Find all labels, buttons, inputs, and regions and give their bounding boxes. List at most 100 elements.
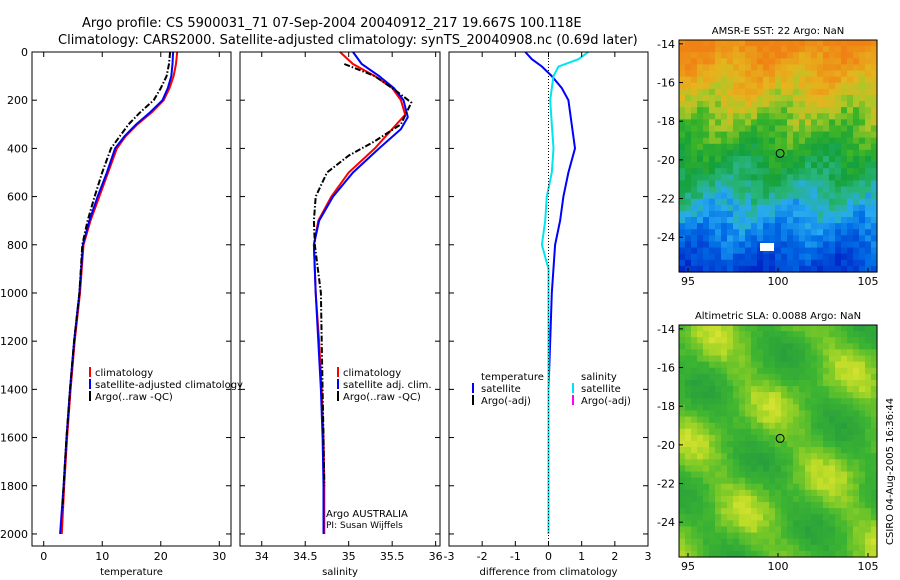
heatmap-cell: [751, 247, 758, 255]
heatmap-cell: [829, 58, 836, 66]
heatmap-cell: [781, 514, 788, 521]
heatmap-cell: [805, 416, 812, 424]
heatmap-cell: [823, 373, 830, 381]
heatmap-cell: [703, 453, 710, 460]
heatmap-cell: [685, 186, 692, 194]
heatmap-cell: [859, 113, 866, 120]
heatmap-cell: [799, 520, 806, 528]
heatmap-cell: [733, 119, 740, 127]
heatmap-cell: [829, 76, 836, 84]
heatmap-cell: [769, 235, 776, 243]
heatmap-cell: [829, 168, 836, 175]
heatmap-cell: [721, 241, 728, 249]
heatmap-cell: [691, 265, 698, 273]
heatmap-cell: [865, 253, 872, 261]
heatmap-cell: [691, 186, 698, 194]
heatmap-cell: [763, 107, 770, 114]
heatmap-cell: [859, 247, 866, 255]
heatmap-cell: [823, 502, 830, 509]
heatmap-cell: [703, 46, 710, 53]
heatmap-cell: [721, 76, 728, 84]
heatmap-cell: [811, 502, 818, 509]
heatmap-cell: [811, 538, 818, 546]
heatmap-cell: [829, 40, 836, 47]
heatmap-cell: [847, 88, 854, 96]
heatmap-cell: [811, 235, 818, 243]
heatmap-cell: [739, 434, 746, 442]
heatmap-cell: [769, 58, 776, 66]
heatmap-cell: [775, 459, 782, 467]
heatmap-cell: [691, 404, 698, 412]
heatmap-cell: [829, 453, 836, 460]
heatmap-cell: [787, 186, 794, 194]
heatmap-cell: [871, 235, 878, 243]
heatmap-cell: [685, 149, 692, 157]
heatmap-cell: [871, 453, 878, 460]
heatmap-cell: [859, 489, 866, 497]
heatmap-cell: [823, 386, 830, 393]
heatmap-cell: [703, 459, 710, 467]
heatmap-cell: [799, 265, 806, 273]
heatmap-cell: [685, 119, 692, 127]
heatmap-cell: [769, 229, 776, 236]
heatmap-cell: [781, 168, 788, 175]
heatmap-cell: [835, 180, 842, 188]
heatmap-cell: [781, 495, 788, 503]
heatmap-cell: [853, 343, 860, 351]
heatmap-cell: [829, 64, 836, 72]
heatmap-cell: [727, 186, 734, 194]
heatmap-cell: [793, 367, 800, 375]
heatmap-cell: [841, 416, 848, 424]
heatmap-cell: [781, 392, 788, 399]
heatmap-cell: [739, 58, 746, 66]
heatmap-cell: [721, 192, 728, 200]
heatmap-cell: [787, 235, 794, 243]
heatmap-cell: [739, 168, 746, 175]
heatmap-cell: [679, 343, 686, 351]
heatmap-cell: [763, 82, 770, 90]
heatmap-cell: [691, 58, 698, 66]
heatmap-cell: [871, 361, 878, 369]
heatmap-cell: [793, 149, 800, 157]
heatmap-cell: [781, 355, 788, 363]
heatmap-cell: [865, 471, 872, 479]
heatmap-cell: [781, 343, 788, 351]
heatmap-cell: [733, 367, 740, 375]
heatmap-cell: [691, 107, 698, 114]
heatmap-cell: [793, 198, 800, 206]
heatmap-cell: [793, 101, 800, 108]
heatmap-cell: [805, 404, 812, 412]
heatmap-cell: [745, 131, 752, 139]
heatmap-cell: [787, 392, 794, 399]
heatmap-cell: [793, 192, 800, 200]
heatmap-cell: [865, 125, 872, 133]
heatmap-cell: [817, 229, 824, 236]
heatmap-cell: [817, 477, 824, 485]
heatmap-cell: [871, 325, 878, 332]
heatmap-cell: [805, 210, 812, 218]
heatmap-cell: [775, 247, 782, 255]
heatmap-cell: [787, 259, 794, 267]
heatmap-cell: [691, 88, 698, 96]
heatmap-cell: [763, 349, 770, 357]
heatmap-cell: [709, 204, 716, 212]
heatmap-cell: [685, 361, 692, 369]
heatmap-cell: [691, 416, 698, 424]
heatmap-cell: [697, 58, 704, 66]
heatmap-cell: [799, 532, 806, 540]
heatmap-cell: [679, 113, 686, 120]
heatmap-cell: [865, 137, 872, 145]
heatmap-cell: [769, 447, 776, 454]
heatmap-cell: [757, 514, 764, 521]
heatmap-cell: [787, 253, 794, 261]
heatmap-cell: [835, 46, 842, 53]
heatmap-cell: [697, 52, 704, 59]
heatmap-cell: [763, 198, 770, 206]
heatmap-cell: [763, 70, 770, 78]
heatmap-cell: [721, 265, 728, 273]
heatmap-cell: [679, 52, 686, 59]
heatmap-cell: [829, 477, 836, 485]
heatmap-cell: [799, 125, 806, 133]
heatmap-cell: [775, 544, 782, 552]
heatmap-cell: [727, 229, 734, 236]
